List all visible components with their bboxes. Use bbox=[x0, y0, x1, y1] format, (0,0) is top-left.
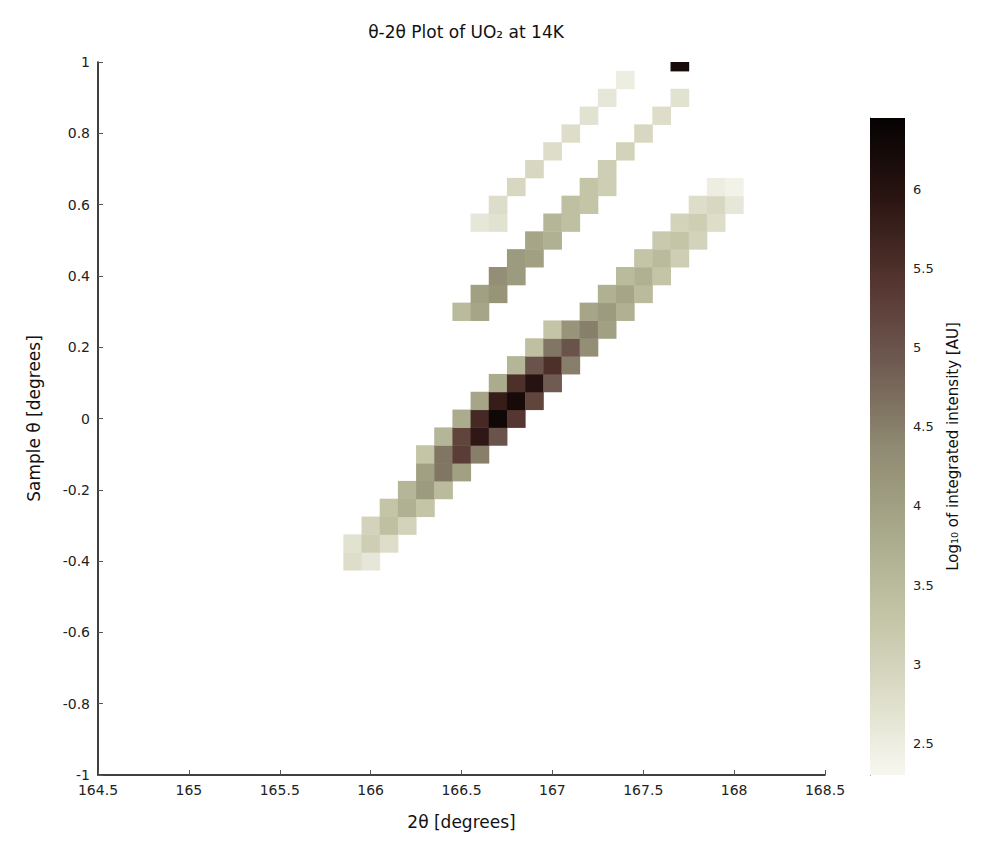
svg-text:0.2: 0.2 bbox=[68, 339, 90, 355]
svg-text:3.5: 3.5 bbox=[913, 578, 934, 593]
svg-text:1: 1 bbox=[81, 54, 90, 70]
svg-text:2.5: 2.5 bbox=[913, 736, 934, 751]
svg-text:167: 167 bbox=[539, 782, 566, 798]
svg-text:Log₁₀ of integrated intensity: Log₁₀ of integrated intensity [AU] bbox=[944, 322, 962, 571]
svg-text:3: 3 bbox=[913, 657, 921, 672]
svg-text:165: 165 bbox=[176, 782, 203, 798]
svg-text:164.5: 164.5 bbox=[78, 782, 118, 798]
svg-text:-1: -1 bbox=[76, 767, 90, 783]
svg-text:0.8: 0.8 bbox=[68, 125, 90, 141]
svg-text:167.5: 167.5 bbox=[623, 782, 663, 798]
svg-text:6: 6 bbox=[913, 182, 921, 197]
svg-text:2θ [degrees]: 2θ [degrees] bbox=[407, 812, 515, 832]
svg-text:168: 168 bbox=[721, 782, 748, 798]
svg-text:168.5: 168.5 bbox=[805, 782, 845, 798]
svg-text:4: 4 bbox=[913, 498, 921, 513]
svg-text:166: 166 bbox=[357, 782, 384, 798]
svg-text:Sample θ [degrees]: Sample θ [degrees] bbox=[24, 335, 44, 502]
svg-text:-0.8: -0.8 bbox=[63, 696, 90, 712]
svg-text:4.5: 4.5 bbox=[913, 419, 934, 434]
svg-text:0.6: 0.6 bbox=[68, 197, 90, 213]
svg-text:-0.2: -0.2 bbox=[63, 482, 90, 498]
svg-text:0.4: 0.4 bbox=[68, 268, 90, 284]
svg-text:-0.4: -0.4 bbox=[63, 553, 90, 569]
svg-text:-0.6: -0.6 bbox=[63, 624, 90, 640]
svg-text:5.5: 5.5 bbox=[913, 261, 934, 276]
svg-text:166.5: 166.5 bbox=[441, 782, 481, 798]
svg-text:0: 0 bbox=[81, 411, 90, 427]
svg-text:5: 5 bbox=[913, 340, 921, 355]
svg-text:θ-2θ Plot of UO₂ at 14K: θ-2θ Plot of UO₂ at 14K bbox=[368, 22, 565, 42]
svg-text:165.5: 165.5 bbox=[260, 782, 300, 798]
